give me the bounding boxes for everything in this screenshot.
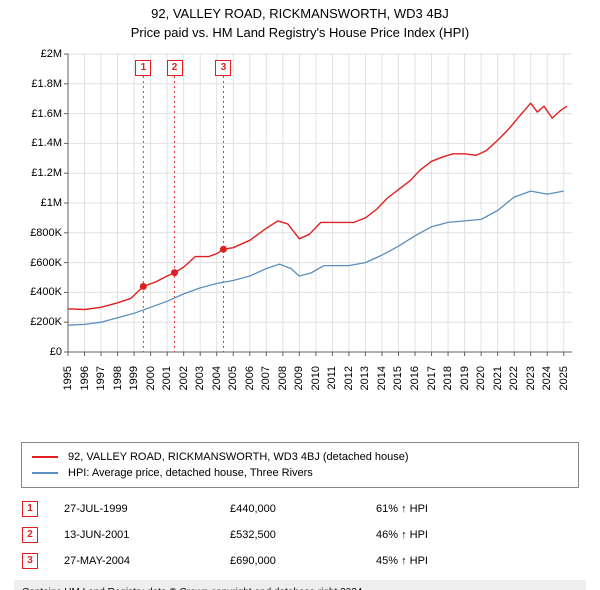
legend-row: 92, VALLEY ROAD, RICKMANSWORTH, WD3 4BJ …	[32, 449, 568, 465]
y-axis-label: £2M	[20, 48, 62, 60]
legend: 92, VALLEY ROAD, RICKMANSWORTH, WD3 4BJ …	[21, 442, 579, 488]
x-axis-label: 2021	[492, 366, 504, 390]
event-marker: 1	[135, 60, 151, 76]
y-axis-label: £0	[20, 346, 62, 358]
event-date: 27-MAY-2004	[64, 555, 204, 567]
event-marker: 2	[167, 60, 183, 76]
x-axis-label: 1997	[95, 366, 107, 390]
x-axis-label: 2005	[227, 366, 239, 390]
x-axis-label: 1995	[62, 366, 74, 390]
x-axis-label: 2017	[426, 366, 438, 390]
event-price: £532,500	[230, 529, 350, 541]
y-axis-label: £1.6M	[20, 108, 62, 120]
x-axis-label: 2013	[359, 366, 371, 390]
y-axis-label: £600K	[20, 257, 62, 269]
x-axis-label: 1998	[112, 366, 124, 390]
event-price: £690,000	[230, 555, 350, 567]
footnote-line1: Contains HM Land Registry data © Crown c…	[22, 586, 578, 590]
event-marker: 3	[215, 60, 231, 76]
x-axis-label: 2012	[343, 366, 355, 390]
x-axis-label: 1999	[128, 366, 140, 390]
chart-title-1: 92, VALLEY ROAD, RICKMANSWORTH, WD3 4BJ	[0, 6, 600, 21]
event-date: 13-JUN-2001	[64, 529, 204, 541]
x-axis-label: 2003	[194, 366, 206, 390]
x-axis-label: 2006	[244, 366, 256, 390]
x-axis-label: 2015	[392, 366, 404, 390]
legend-label: 92, VALLEY ROAD, RICKMANSWORTH, WD3 4BJ …	[68, 451, 409, 463]
x-axis-label: 2004	[211, 366, 223, 390]
event-row: 1 27-JUL-1999 £440,000 61% ↑ HPI	[22, 496, 578, 522]
chart-title-2: Price paid vs. HM Land Registry's House …	[0, 25, 600, 40]
events-table: 1 27-JUL-1999 £440,000 61% ↑ HPI 2 13-JUN-200…	[22, 496, 578, 574]
x-axis-label: 2022	[508, 366, 520, 390]
legend-swatch	[32, 472, 58, 474]
legend-row: HPI: Average price, detached house, Thre…	[32, 465, 568, 481]
event-pct: 45% ↑ HPI	[376, 555, 578, 567]
footnote: Contains HM Land Registry data © Crown c…	[14, 580, 586, 590]
y-axis-label: £1.4M	[20, 137, 62, 149]
x-axis-label: 2007	[260, 366, 272, 390]
x-axis-label: 2000	[145, 366, 157, 390]
x-axis-label: 2001	[161, 366, 173, 390]
event-pct: 61% ↑ HPI	[376, 503, 578, 515]
event-row: 2 13-JUN-2001 £532,500 46% ↑ HPI	[22, 522, 578, 548]
legend-swatch	[32, 456, 58, 458]
x-axis-label: 2010	[310, 366, 322, 390]
chart-svg	[20, 48, 580, 378]
x-axis-label: 2016	[409, 366, 421, 390]
x-axis-label: 2019	[459, 366, 471, 390]
sale-point	[220, 246, 227, 253]
x-axis-label: 2008	[277, 366, 289, 390]
event-number-box: 2	[22, 527, 38, 543]
x-axis-label: 2020	[475, 366, 487, 390]
x-axis-label: 2024	[541, 366, 553, 390]
event-price: £440,000	[230, 503, 350, 515]
y-axis-label: £200K	[20, 316, 62, 328]
sale-point	[171, 269, 178, 276]
event-date: 27-JUL-1999	[64, 503, 204, 515]
event-row: 3 27-MAY-2004 £690,000 45% ↑ HPI	[22, 548, 578, 574]
x-axis-label: 2023	[525, 366, 537, 390]
x-axis-label: 2011	[326, 366, 338, 390]
chart-area: £0 £200K £400K £600K £800K £1M £1.2M £1.4M £1.6M…	[20, 48, 580, 378]
event-number-box: 3	[22, 553, 38, 569]
y-axis-label: £1M	[20, 197, 62, 209]
sale-point	[140, 283, 147, 290]
y-axis-label: £800K	[20, 227, 62, 239]
y-axis-label: £1.8M	[20, 78, 62, 90]
y-axis-label: £1.2M	[20, 167, 62, 179]
legend-label: HPI: Average price, detached house, Thre…	[68, 467, 313, 479]
x-axis-label: 1996	[79, 366, 91, 390]
event-pct: 46% ↑ HPI	[376, 529, 578, 541]
series-subject	[68, 103, 567, 309]
event-number-box: 1	[22, 501, 38, 517]
x-axis-label: 2002	[178, 366, 190, 390]
x-axis-label: 2009	[293, 366, 305, 390]
x-axis-label: 2018	[442, 366, 454, 390]
x-axis-label: 2014	[376, 366, 388, 390]
x-axis-label: 2025	[558, 366, 570, 390]
y-axis-label: £400K	[20, 286, 62, 298]
